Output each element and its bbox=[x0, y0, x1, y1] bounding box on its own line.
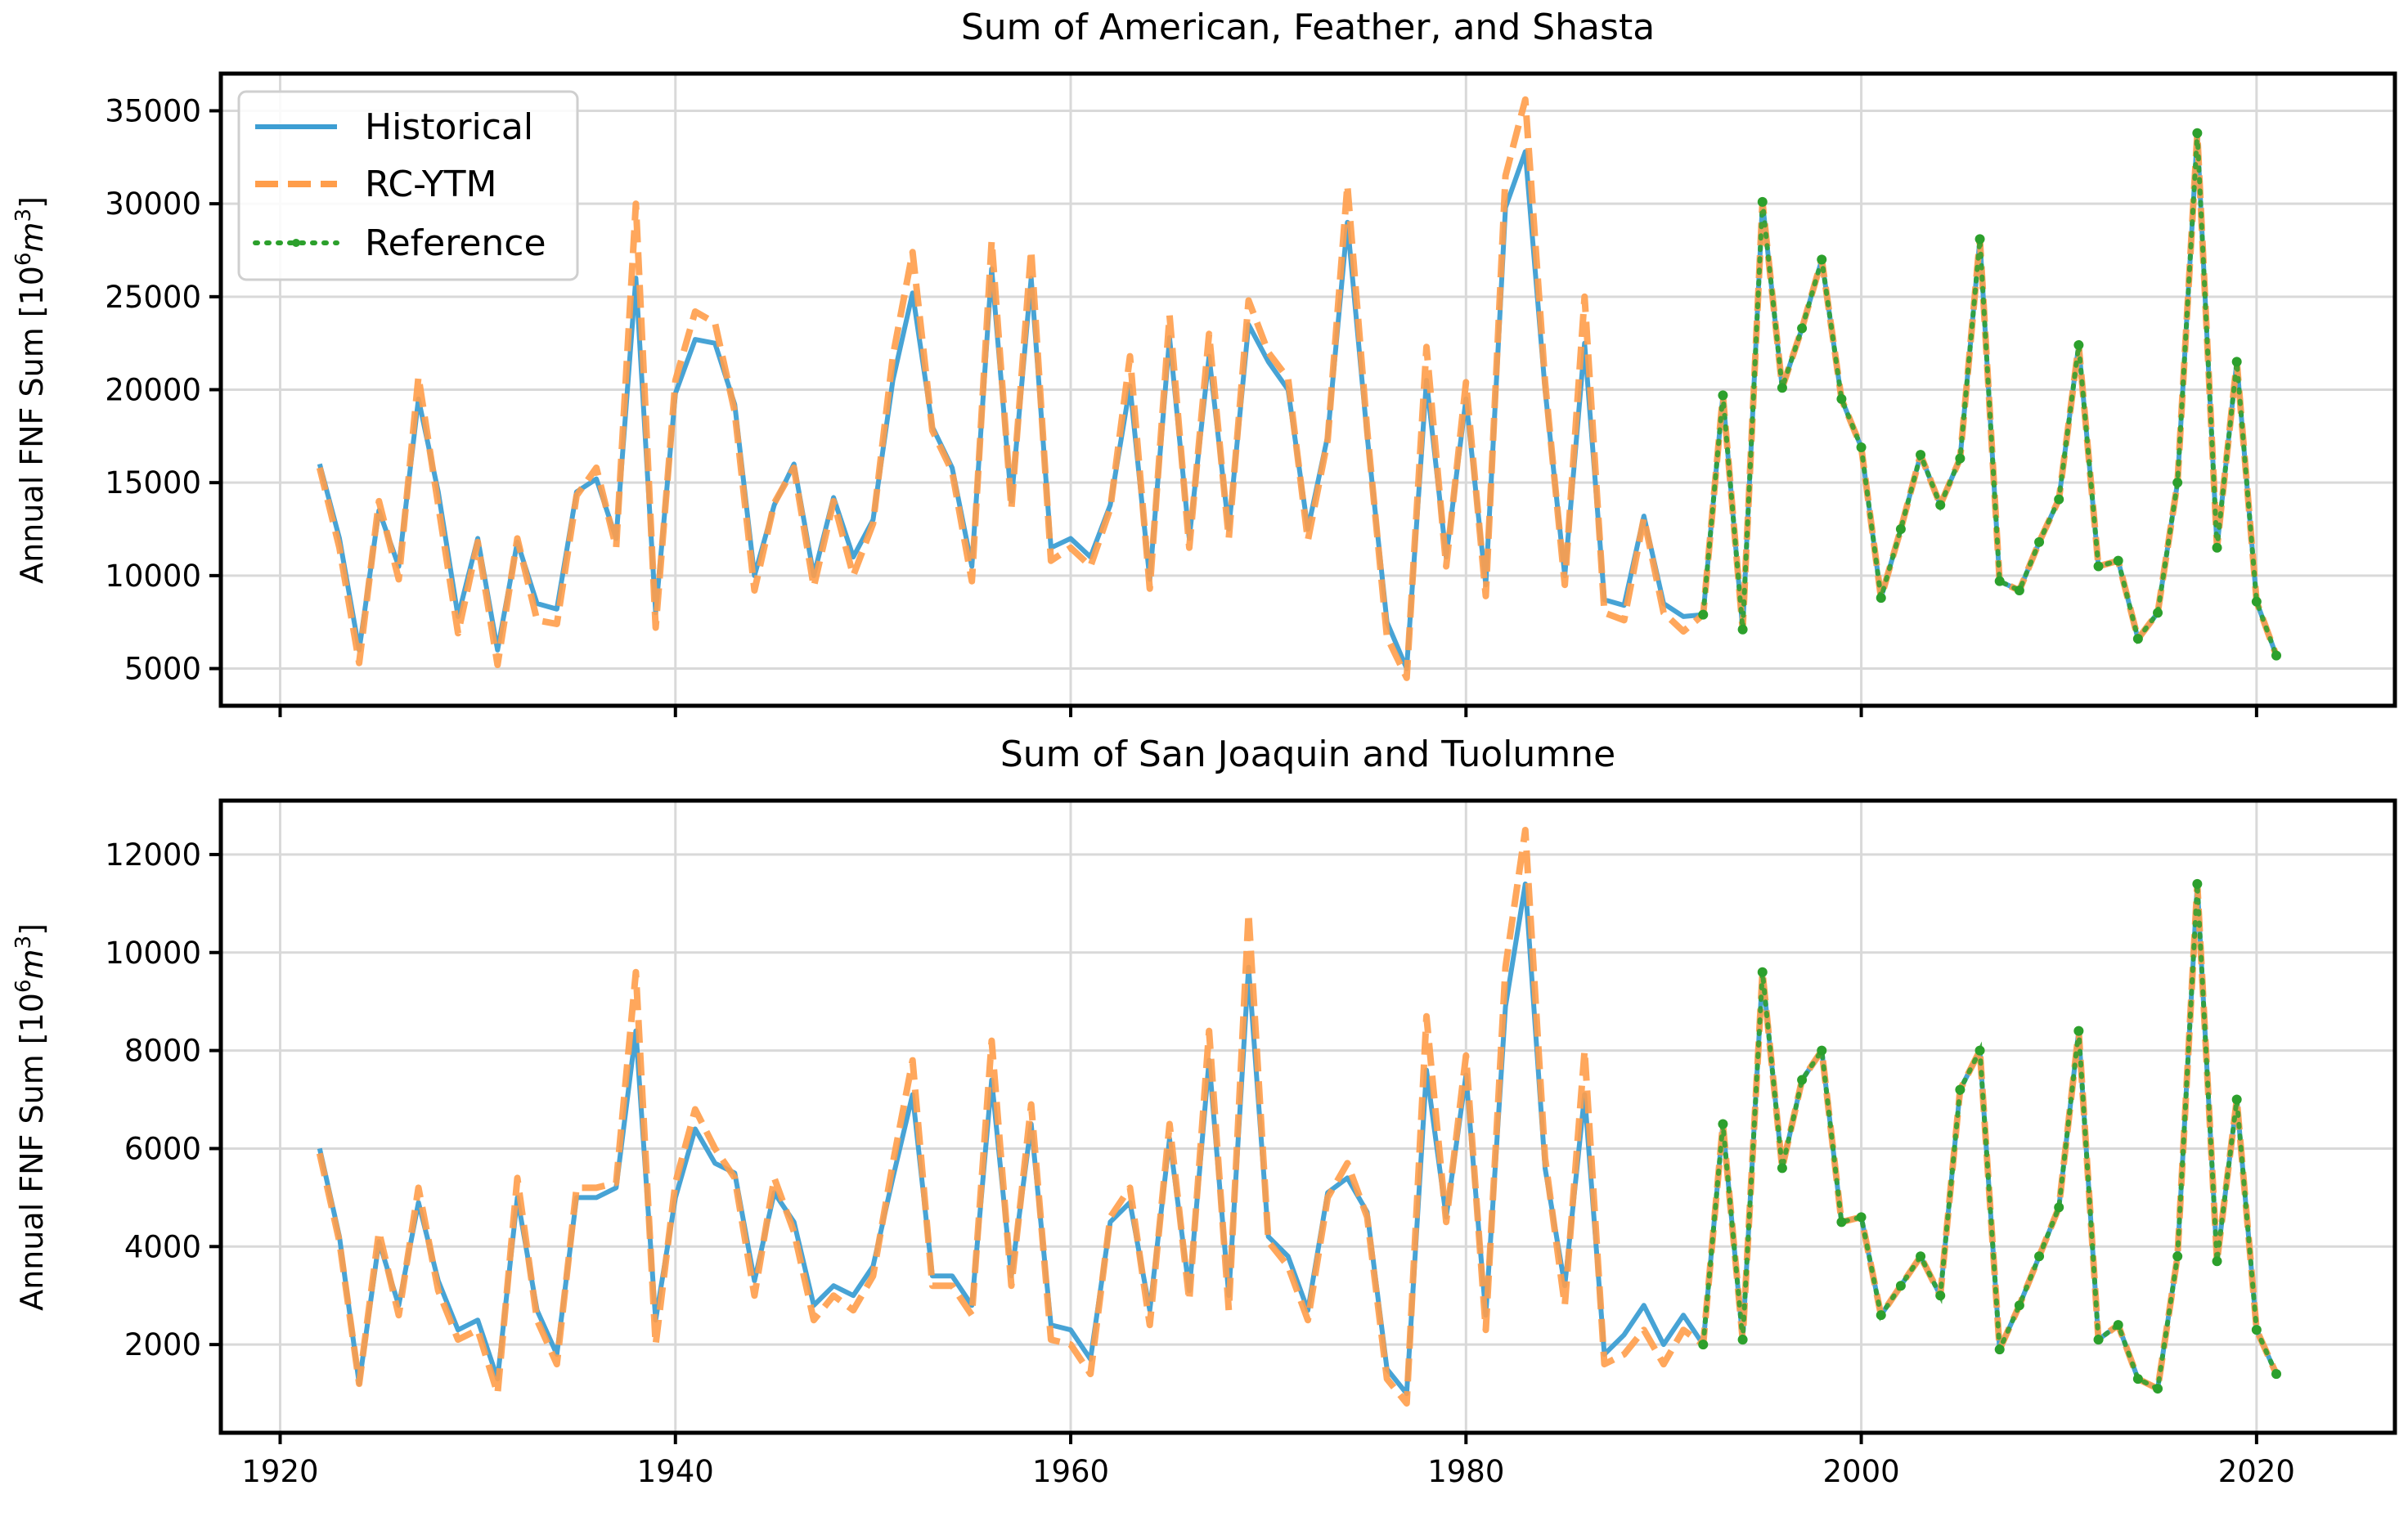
series-reference-point bbox=[1757, 967, 1768, 977]
series-reference-point bbox=[2113, 1320, 2123, 1331]
series-reference-point bbox=[2172, 1251, 2183, 1262]
y-tick-label: 4000 bbox=[124, 1229, 201, 1264]
series-reference-point bbox=[1797, 1075, 1808, 1085]
series-reference-point bbox=[1856, 442, 1867, 452]
plot-area: 1920 1940 1960 1980 2000 2020 2000 4000 6000 8000… bbox=[105, 798, 2397, 1489]
series-reference-point bbox=[2271, 650, 2282, 661]
y-axis-label: Annual FNF Sum [106m3] bbox=[11, 923, 50, 1311]
series-reference-point bbox=[1876, 593, 1886, 604]
legend-swatch-reference-marker bbox=[292, 239, 300, 247]
series-reference-point bbox=[1737, 1335, 1748, 1345]
series-reference-point bbox=[1895, 524, 1906, 535]
series-reference-point bbox=[1737, 624, 1748, 635]
series-reference-point bbox=[1698, 609, 1709, 620]
series-reference-point bbox=[2014, 1300, 2024, 1311]
series-reference-point bbox=[2034, 536, 2045, 547]
series-reference-point bbox=[1856, 1212, 1867, 1223]
series-reference-point bbox=[2014, 586, 2024, 596]
x-tick-label: 2000 bbox=[1822, 1454, 1899, 1489]
series-reference-point bbox=[2153, 1384, 2163, 1394]
series-reference-point bbox=[1757, 196, 1768, 207]
series-reference-point bbox=[1935, 500, 1946, 510]
series-reference-point bbox=[1876, 1310, 1886, 1321]
series-reference-point bbox=[1994, 1344, 2005, 1355]
series-reference-point bbox=[2073, 339, 2084, 350]
series-reference-point bbox=[2251, 596, 2262, 607]
series-reference-point bbox=[2251, 1325, 2262, 1335]
series-reference-line bbox=[1700, 883, 2279, 1393]
series-reference-point bbox=[2093, 561, 2104, 572]
series-historical-line bbox=[317, 130, 2279, 671]
series-reference-point bbox=[1797, 323, 1808, 334]
y-tick-label: 25000 bbox=[105, 280, 201, 315]
series-reference-point bbox=[2073, 1026, 2084, 1036]
chart-bottom: Sum of San Joaquin and Tuolumne Annual F… bbox=[11, 734, 2397, 1489]
y-tick-label: 12000 bbox=[105, 837, 201, 873]
series-reference-point bbox=[2212, 1256, 2222, 1267]
legend-frame bbox=[237, 90, 579, 281]
series-reference-point bbox=[2271, 1369, 2282, 1380]
y-tick-label: 5000 bbox=[124, 652, 201, 687]
chart-title: Sum of American, Feather, and Shasta bbox=[961, 7, 1655, 48]
series-reference-point bbox=[2132, 1374, 2143, 1385]
series-reference-point bbox=[2113, 555, 2123, 566]
y-tick-label: 2000 bbox=[124, 1327, 201, 1362]
series-reference-point bbox=[1974, 234, 1985, 245]
series-reference-point bbox=[1836, 1217, 1847, 1228]
y-tick-label: 15000 bbox=[105, 465, 201, 500]
y-tick-label: 35000 bbox=[105, 93, 201, 128]
legend: Historical RC-YTM Reference bbox=[237, 90, 579, 281]
y-tick-label: 10000 bbox=[105, 936, 201, 971]
x-tick-label: 1920 bbox=[241, 1454, 318, 1489]
x-tick-label: 2020 bbox=[2218, 1454, 2295, 1489]
series-reference-point bbox=[1817, 1045, 1827, 1056]
series-reference-point bbox=[2132, 634, 2143, 644]
series-reference-point bbox=[2153, 608, 2163, 618]
series-reference-point bbox=[1718, 1119, 1728, 1129]
legend-label-rc-ytm: RC-YTM bbox=[365, 164, 496, 205]
y-tick-label: 10000 bbox=[105, 559, 201, 594]
series-reference-point bbox=[1974, 1045, 1985, 1056]
series-reference-point bbox=[1895, 1281, 1906, 1291]
x-tick-label: 1940 bbox=[637, 1454, 714, 1489]
series-reference-point bbox=[1718, 390, 1728, 401]
chart-title: Sum of San Joaquin and Tuolumne bbox=[1000, 734, 1615, 775]
series-reference-line bbox=[1700, 132, 2279, 658]
series-reference-point bbox=[1836, 393, 1847, 404]
y-tick-label: 30000 bbox=[105, 186, 201, 222]
plot-frame bbox=[218, 798, 2397, 1435]
y-tick-label: 6000 bbox=[124, 1131, 201, 1166]
series-reference-point bbox=[2192, 128, 2203, 138]
series-reference-point bbox=[2054, 1202, 2064, 1213]
series-reference-point bbox=[2093, 1335, 2104, 1345]
series-reference-point bbox=[2172, 478, 2183, 488]
series-reference-point bbox=[1935, 1290, 1946, 1301]
series-reference-point bbox=[1955, 1084, 1965, 1095]
series-reference-point bbox=[1777, 1163, 1787, 1174]
series-reference-point bbox=[1994, 576, 2005, 586]
y-axis-label: Annual FNF Sum [106m3] bbox=[11, 196, 50, 584]
series-reference-point bbox=[2231, 357, 2242, 367]
series-reference-point bbox=[1817, 254, 1827, 265]
y-tick-label: 8000 bbox=[124, 1034, 201, 1069]
legend-label-reference: Reference bbox=[365, 222, 546, 264]
series-reference-point bbox=[1955, 453, 1965, 464]
series-reference-point bbox=[1916, 450, 1926, 460]
x-tick-label: 1960 bbox=[1032, 1454, 1109, 1489]
series-reference-point bbox=[2034, 1251, 2045, 1262]
series-reference-point bbox=[1916, 1251, 1926, 1262]
series-reference-point bbox=[1777, 383, 1787, 393]
x-tick-label: 1980 bbox=[1427, 1454, 1504, 1489]
series-reference-point bbox=[2231, 1094, 2242, 1105]
y-tick-label: 20000 bbox=[105, 373, 201, 408]
series-reference-point bbox=[2212, 542, 2222, 553]
series-reference-point bbox=[2054, 494, 2064, 505]
series-reference-point bbox=[2192, 878, 2203, 889]
series-reference-point bbox=[1698, 1340, 1709, 1350]
legend-label-historical: Historical bbox=[365, 106, 533, 148]
